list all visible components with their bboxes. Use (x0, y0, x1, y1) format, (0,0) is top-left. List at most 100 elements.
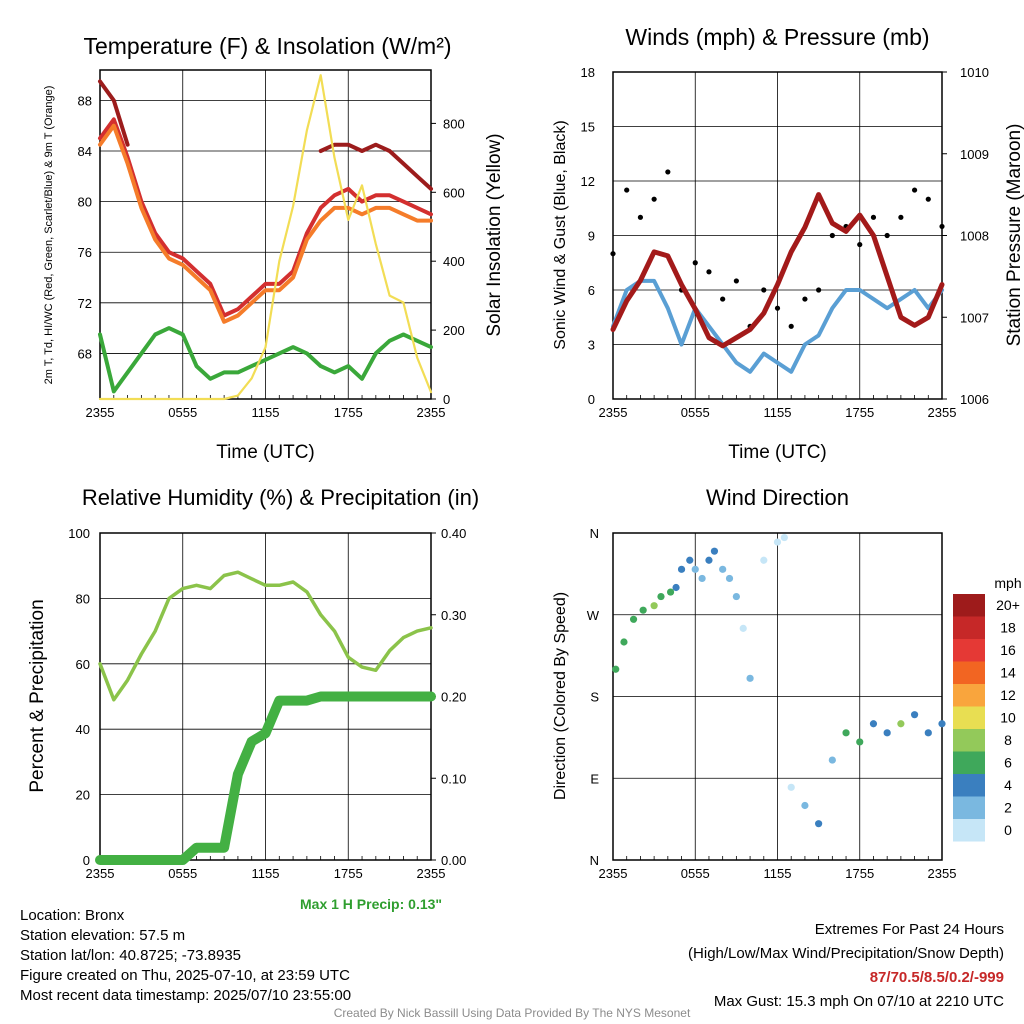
colorbar-label: 20+ (996, 597, 1020, 613)
direction-point (677, 565, 686, 573)
x-tick-label: 1155 (252, 405, 280, 420)
direction-point (672, 583, 680, 592)
x-tick-label: 2355 (86, 405, 115, 420)
y-tick-label: 80 (78, 195, 92, 210)
panel-title: Winds (mph) & Pressure (mb) (625, 24, 929, 50)
y-tick-label: 18 (581, 65, 595, 80)
colorbar-label: 2 (1004, 800, 1012, 816)
gust-point (788, 323, 794, 329)
direction-point (657, 592, 665, 601)
series-line-9m-t (98, 123, 433, 324)
y-tick-label: 0 (588, 392, 595, 407)
gust-point (816, 287, 822, 293)
y-tick-label: 40 (76, 722, 90, 737)
y-tick-label: 80 (76, 591, 90, 606)
x-tick-label: 2355 (928, 405, 957, 420)
x-tick-label: 1155 (764, 405, 792, 420)
y-right-tick-label: 1006 (960, 392, 989, 407)
created-text: Figure created on Thu, 2025-07-10, at 23… (20, 967, 350, 984)
y-right-tick-label: 0.10 (441, 771, 466, 786)
y-tick-label: 60 (76, 657, 90, 672)
x-tick-label: 1155 (252, 866, 280, 881)
y-axis-label: 2m T, Td, HI/WC (Red, Green, Scarlet/Blu… (43, 86, 55, 385)
panel-title: Wind Direction (706, 485, 849, 510)
x-tick-label: 1155 (764, 866, 792, 881)
direction-point (842, 729, 850, 737)
y-tick-label: N (590, 853, 599, 868)
y-tick-label: 72 (78, 296, 92, 311)
x-tick-label: 2355 (928, 866, 957, 881)
y-axis-label: Direction (Colored By Speed) (552, 592, 569, 800)
gust-point (733, 278, 739, 284)
direction-point (746, 674, 754, 682)
direction-point (883, 729, 891, 737)
panel-title: Relative Humidity (%) & Precipitation (i… (82, 485, 479, 510)
direction-point (897, 720, 905, 728)
colorbar-swatch (953, 729, 985, 752)
y-tick-label: N (590, 526, 599, 541)
colorbar-label: 12 (1000, 687, 1016, 703)
humidity-panel: 2355 0555 1155 1755 23550204060801000.000.10… (27, 485, 479, 881)
series-line-pressure (610, 192, 945, 349)
colorbar-swatch (953, 796, 985, 819)
credit-text: Created By Nick Bassill Using Data Provi… (333, 1006, 691, 1020)
gust-point (624, 187, 630, 193)
station-info: Location: Bronx Station elevation: 57.5 … (20, 906, 351, 1006)
y-tick-label: 3 (588, 338, 595, 353)
gust-point (898, 214, 904, 220)
direction-point (773, 538, 782, 546)
colorbar-swatch (953, 684, 985, 707)
colorbar-title: mph (994, 575, 1021, 591)
colorbar-swatch (953, 616, 985, 639)
direction-point (760, 556, 768, 564)
y-tick-label: 12 (581, 174, 595, 189)
y-right-axis-label: Solar Insolation (Yellow) (484, 133, 505, 336)
x-tick-label: 0555 (681, 405, 710, 420)
speed-colorbar: mph 20+ 18 16 14 12 10 8 6 4 2 0 (953, 575, 1022, 842)
x-tick-label: 1755 (845, 405, 874, 420)
direction-point (938, 720, 946, 728)
extremes-info: Extremes For Past 24 Hours (High/Low/Max… (688, 918, 1004, 1014)
y-right-tick-label: 200 (443, 323, 465, 338)
temperature-panel: 2355 0555 1155 1755 2355 68 72 76 80 84 88 0 200 400 6… (43, 33, 505, 463)
y-tick-label: S (590, 690, 599, 705)
direction-point (815, 820, 823, 828)
colorbar-swatch (953, 661, 985, 684)
direction-point (725, 574, 734, 583)
colorbar-swatch (953, 774, 985, 797)
extremes-title: Extremes For Past 24 Hours (814, 921, 1004, 938)
y-axis-label: Percent & Precipitation (27, 599, 48, 792)
y-right-tick-label: 400 (443, 254, 465, 269)
x-axis-label: Time (UTC) (728, 442, 827, 463)
x-tick-label: 2355 (417, 866, 446, 881)
y-tick-label: 88 (78, 93, 92, 108)
y-right-tick-label: 0.40 (441, 526, 466, 541)
gust-point (610, 251, 616, 257)
y-tick-label: 6 (588, 283, 595, 298)
x-axis-label: Time (UTC) (216, 442, 315, 463)
gust-point (884, 232, 890, 239)
gust-point (692, 260, 698, 266)
recent-text: Most recent data timestamp: 2025/07/10 2… (20, 987, 352, 1004)
series-line-td (98, 326, 433, 394)
direction-point (780, 533, 788, 542)
direction-point (691, 565, 699, 573)
x-tick-label: 0555 (681, 866, 710, 881)
elevation-text: Station elevation: 57.5 m (20, 927, 186, 944)
direction-point (629, 615, 638, 623)
colorbar-swatch (953, 819, 985, 842)
y-right-tick-label: 1007 (960, 310, 989, 325)
y-right-tick-label: 1008 (960, 229, 989, 244)
direction-point (698, 574, 706, 583)
direction-point (801, 801, 809, 810)
series-line-sonic-wind (611, 278, 944, 374)
colorbar-label: 14 (1000, 665, 1016, 681)
colorbar-label: 4 (1004, 777, 1012, 793)
direction-point (732, 592, 740, 601)
colorbar-label: 16 (1000, 642, 1016, 658)
y-tick-label: W (587, 608, 600, 623)
y-tick-label: 9 (588, 229, 595, 244)
gust-point (651, 196, 657, 202)
gust-point (665, 169, 671, 175)
